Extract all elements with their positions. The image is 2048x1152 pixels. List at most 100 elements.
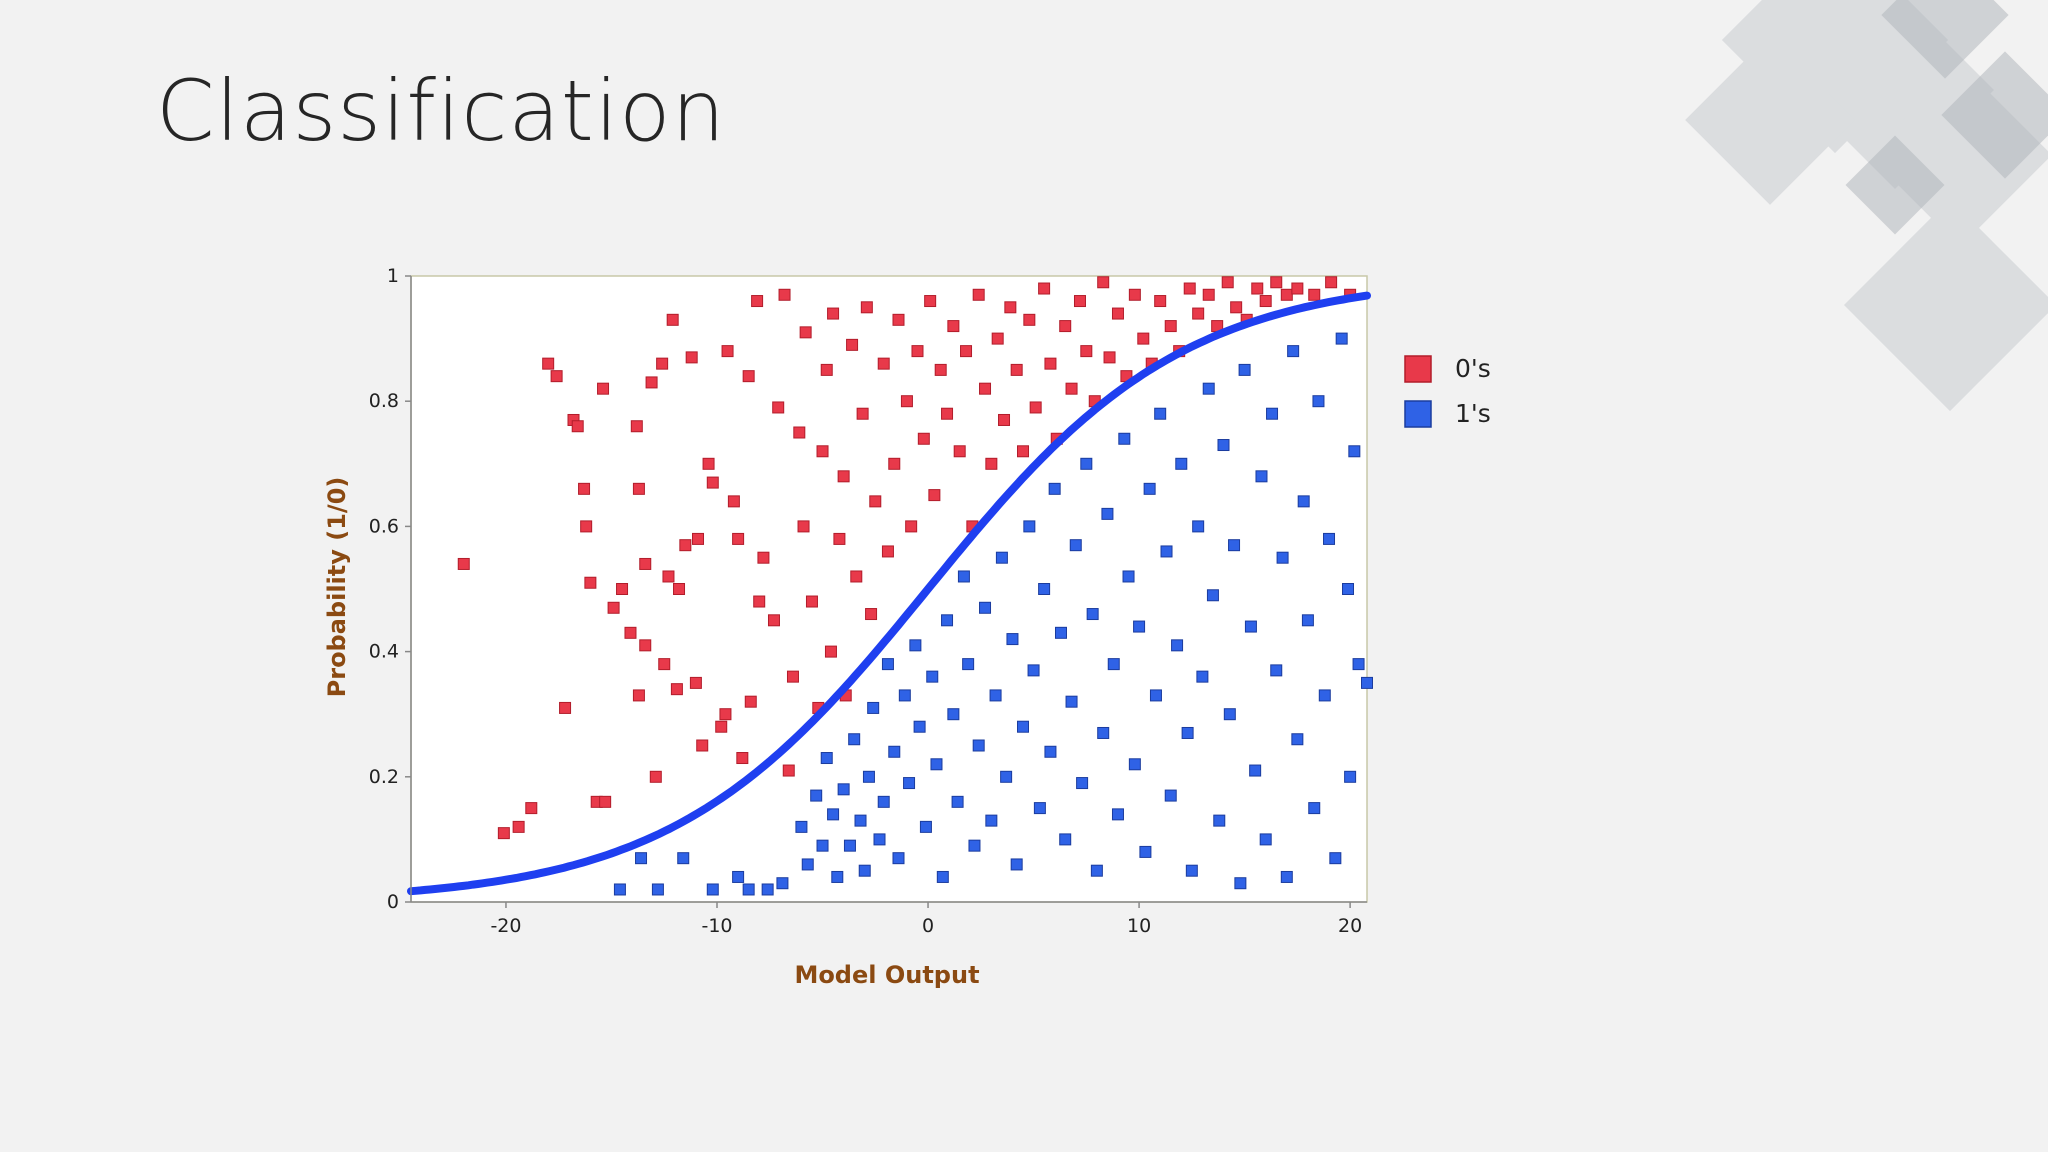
point-one [1048,482,1061,495]
point-one [867,701,880,714]
point-zero [630,420,643,433]
point-zero [656,357,669,370]
point-one [1342,583,1355,595]
point-one [776,877,789,890]
point-zero [1128,288,1141,301]
point-zero [860,301,873,314]
point-zero [778,288,791,301]
point-one [1228,539,1241,552]
point-one [1010,858,1023,871]
point-one [1160,545,1173,558]
point-zero [960,345,973,358]
point-zero [1154,295,1167,308]
point-one [810,789,823,802]
point-one [732,870,745,883]
point-one [1344,770,1357,783]
point-one [1059,833,1072,846]
point-one [1181,726,1194,739]
point-zero [1280,288,1293,301]
y-axis-label: Probability (1/0) [323,477,351,698]
point-one [1080,457,1093,470]
point-zero [850,570,863,583]
point-zero [928,489,941,502]
point-one [1033,802,1046,815]
point-one [1301,614,1314,627]
point-one [1297,495,1310,508]
point-one [1090,864,1103,877]
point-zero [1004,301,1017,314]
point-zero [559,701,572,714]
point-zero [632,689,645,702]
point-zero [1221,276,1234,289]
y-tick-label: 0.4 [369,641,399,663]
point-zero [1230,301,1243,314]
point-zero [1270,276,1283,289]
point-one [1323,532,1336,545]
point-zero [639,557,652,570]
point-one [1097,726,1110,739]
point-zero [911,345,924,358]
point-one [1118,432,1131,445]
point-one [1270,664,1283,677]
point-one [995,551,1008,564]
point-one [888,745,901,758]
point-zero [924,295,937,308]
point-one [1171,639,1184,652]
point-zero [934,363,947,376]
point-zero [706,476,719,489]
point-one [1038,583,1051,595]
x-tick-label: 10 [1127,915,1151,937]
point-one [1234,877,1247,890]
point-zero [941,407,954,420]
point-one [919,820,932,833]
point-one [1006,633,1019,646]
point-zero [881,545,894,558]
point-one [1249,764,1262,777]
point-one [1054,626,1067,639]
point-zero [670,683,683,696]
point-one [1143,482,1156,495]
point-zero [1111,307,1124,320]
point-zero [721,345,734,358]
point-one [742,883,755,896]
point-zero [1202,288,1215,301]
point-zero [673,583,686,595]
point-one [1202,382,1215,395]
point-zero [972,288,985,301]
point-zero [658,658,671,671]
point-zero [550,370,563,383]
point-zero [1259,295,1272,308]
chart: 00.20.40.60.81 -20 -10 0 10 20 Model Output … [323,265,1491,989]
point-zero [1103,351,1116,364]
point-zero [632,482,645,495]
point-zero [599,795,612,808]
point-zero [753,595,766,608]
x-axis-label: Model Output [794,961,979,989]
legend-swatch-ones [1404,400,1432,428]
point-zero [666,313,679,326]
point-zero [578,482,591,495]
point-one [1133,620,1146,633]
point-zero [877,357,890,370]
point-one [877,795,890,808]
point-one [677,852,690,865]
point-zero [696,739,709,752]
point-zero [692,532,705,545]
point-one [761,883,774,896]
point-one [801,858,814,871]
y-tick-label: 1 [387,265,399,287]
point-one [1175,457,1188,470]
point-one [1122,570,1135,583]
point-zero [1137,332,1150,345]
point-one [1335,332,1348,345]
point-zero [597,382,610,395]
point-zero [799,326,812,339]
point-one [951,795,964,808]
point-one [1238,363,1251,376]
point-one [1111,808,1124,821]
point-zero [1044,357,1057,370]
point-zero [953,445,966,458]
point-zero [732,532,745,545]
point-one [968,839,981,852]
point-zero [607,601,620,614]
